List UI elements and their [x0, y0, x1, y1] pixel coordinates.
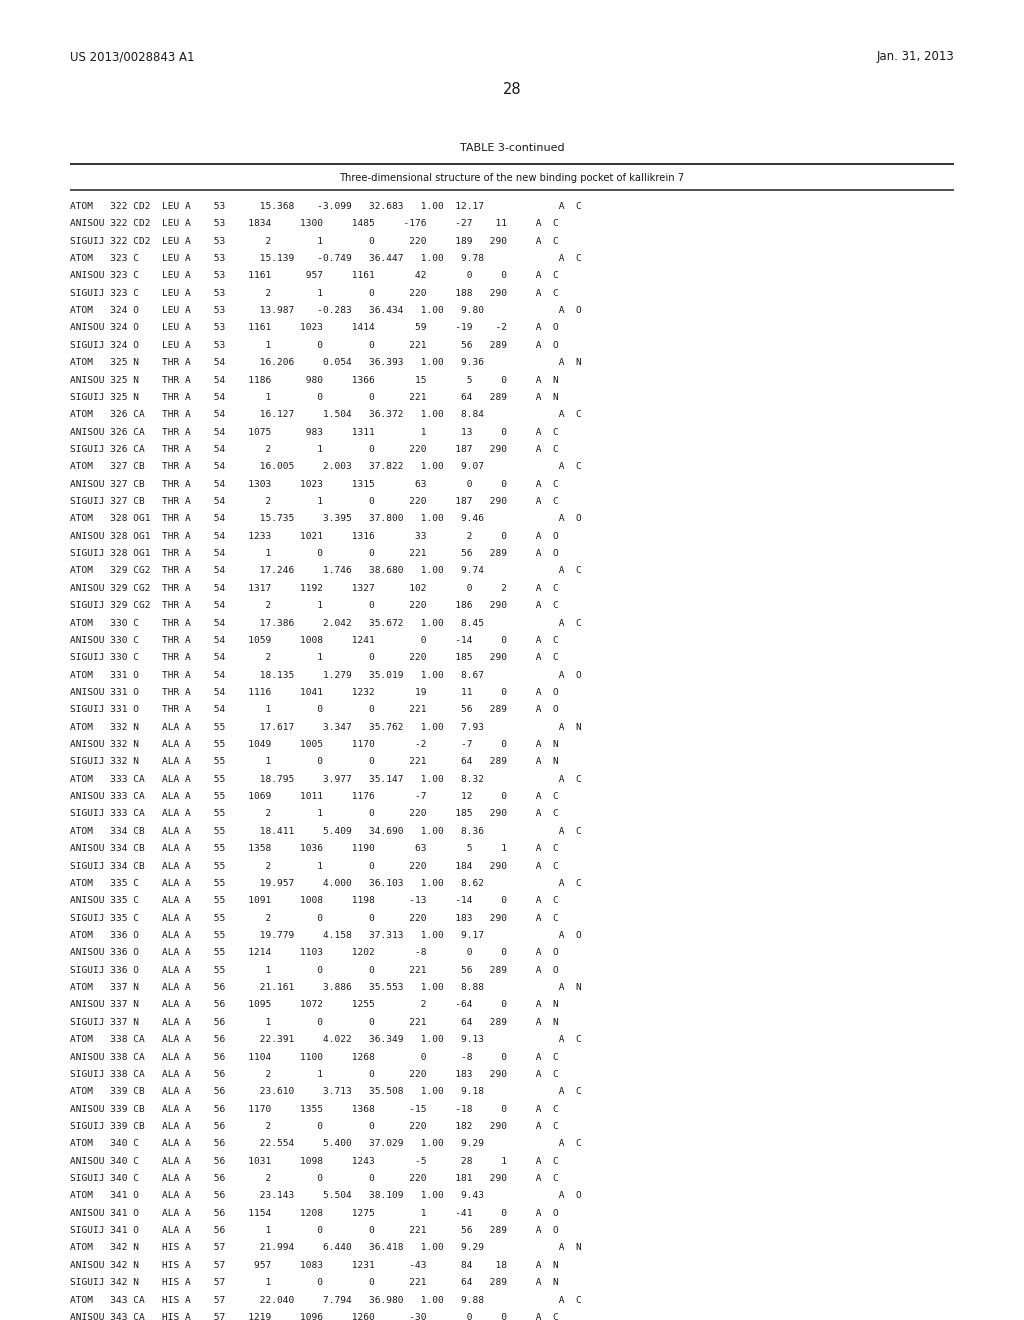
Text: ATOM   326 CA   THR A    54      16.127     1.504   36.372   1.00   8.84        : ATOM 326 CA THR A 54 16.127 1.504 36.372…	[70, 411, 582, 420]
Text: SIGUIJ 335 C    ALA A    55       2        0        0      220     183   290    : SIGUIJ 335 C ALA A 55 2 0 0 220 183 290	[70, 913, 558, 923]
Text: SIGUIJ 339 CB   ALA A    56       2        0        0      220     182   290    : SIGUIJ 339 CB ALA A 56 2 0 0 220 182 290	[70, 1122, 558, 1131]
Text: ATOM   332 N    ALA A    55      17.617     3.347   35.762   1.00   7.93        : ATOM 332 N ALA A 55 17.617 3.347 35.762 …	[70, 723, 582, 731]
Text: ATOM   324 O    LEU A    53      13.987    -0.283   36.434   1.00   9.80        : ATOM 324 O LEU A 53 13.987 -0.283 36.434…	[70, 306, 582, 315]
Text: ANISOU 336 O    ALA A    55    1214     1103     1202       -8       0     0    : ANISOU 336 O ALA A 55 1214 1103 1202 -8 …	[70, 948, 558, 957]
Text: ANISOU 322 CD2  LEU A    53    1834     1300     1485     -176     -27    11    : ANISOU 322 CD2 LEU A 53 1834 1300 1485 -…	[70, 219, 558, 228]
Text: SIGUIJ 328 OG1  THR A    54       1        0        0      221      56   289    : SIGUIJ 328 OG1 THR A 54 1 0 0 221 56 289	[70, 549, 558, 558]
Text: ANISOU 326 CA   THR A    54    1075      983     1311        1      13     0    : ANISOU 326 CA THR A 54 1075 983 1311 1 1…	[70, 428, 558, 437]
Text: SIGUIJ 333 CA   ALA A    55       2        1        0      220     185   290    : SIGUIJ 333 CA ALA A 55 2 1 0 220 185 290	[70, 809, 558, 818]
Text: ANISOU 333 CA   ALA A    55    1069     1011     1176       -7      12     0    : ANISOU 333 CA ALA A 55 1069 1011 1176 -7…	[70, 792, 558, 801]
Text: ATOM   341 O    ALA A    56      23.143     5.504   38.109   1.00   9.43        : ATOM 341 O ALA A 56 23.143 5.504 38.109 …	[70, 1192, 582, 1200]
Text: ATOM   335 C    ALA A    55      19.957     4.000   36.103   1.00   8.62        : ATOM 335 C ALA A 55 19.957 4.000 36.103 …	[70, 879, 582, 888]
Text: ATOM   327 CB   THR A    54      16.005     2.003   37.822   1.00   9.07        : ATOM 327 CB THR A 54 16.005 2.003 37.822…	[70, 462, 582, 471]
Text: US 2013/0028843 A1: US 2013/0028843 A1	[70, 50, 195, 63]
Text: SIGUIJ 331 O    THR A    54       1        0        0      221      56   289    : SIGUIJ 331 O THR A 54 1 0 0 221 56 289	[70, 705, 558, 714]
Text: SIGUIJ 324 O    LEU A    53       1        0        0      221      56   289    : SIGUIJ 324 O LEU A 53 1 0 0 221 56 289	[70, 341, 558, 350]
Text: SIGUIJ 326 CA   THR A    54       2        1        0      220     187   290    : SIGUIJ 326 CA THR A 54 2 1 0 220 187 290	[70, 445, 558, 454]
Text: ANISOU 331 O    THR A    54    1116     1041     1232       19      11     0    : ANISOU 331 O THR A 54 1116 1041 1232 19 …	[70, 688, 558, 697]
Text: ATOM   329 CG2  THR A    54      17.246     1.746   38.680   1.00   9.74        : ATOM 329 CG2 THR A 54 17.246 1.746 38.68…	[70, 566, 582, 576]
Text: ATOM   330 C    THR A    54      17.386     2.042   35.672   1.00   8.45        : ATOM 330 C THR A 54 17.386 2.042 35.672 …	[70, 619, 582, 627]
Text: ATOM   331 O    THR A    54      18.135     1.279   35.019   1.00   8.67        : ATOM 331 O THR A 54 18.135 1.279 35.019 …	[70, 671, 582, 680]
Text: SIGUIJ 325 N    THR A    54       1        0        0      221      64   289    : SIGUIJ 325 N THR A 54 1 0 0 221 64 289	[70, 393, 558, 401]
Text: ANISOU 335 C    ALA A    55    1091     1008     1198      -13     -14     0    : ANISOU 335 C ALA A 55 1091 1008 1198 -13…	[70, 896, 558, 906]
Text: ANISOU 337 N    ALA A    56    1095     1072     1255        2     -64     0    : ANISOU 337 N ALA A 56 1095 1072 1255 2 -…	[70, 1001, 558, 1010]
Text: ANISOU 329 CG2  THR A    54    1317     1192     1327      102       0     2    : ANISOU 329 CG2 THR A 54 1317 1192 1327 1…	[70, 583, 558, 593]
Text: ATOM   328 OG1  THR A    54      15.735     3.395   37.800   1.00   9.46        : ATOM 328 OG1 THR A 54 15.735 3.395 37.80…	[70, 515, 582, 524]
Text: ATOM   322 CD2  LEU A    53      15.368    -3.099   32.683   1.00  12.17        : ATOM 322 CD2 LEU A 53 15.368 -3.099 32.6…	[70, 202, 582, 211]
Text: ATOM   340 C    ALA A    56      22.554     5.400   37.029   1.00   9.29        : ATOM 340 C ALA A 56 22.554 5.400 37.029 …	[70, 1139, 582, 1148]
Text: SIGUIJ 330 C    THR A    54       2        1        0      220     185   290    : SIGUIJ 330 C THR A 54 2 1 0 220 185 290	[70, 653, 558, 663]
Text: ANISOU 338 CA   ALA A    56    1104     1100     1268        0      -8     0    : ANISOU 338 CA ALA A 56 1104 1100 1268 0 …	[70, 1052, 558, 1061]
Text: ATOM   325 N    THR A    54      16.206     0.054   36.393   1.00   9.36        : ATOM 325 N THR A 54 16.206 0.054 36.393 …	[70, 358, 582, 367]
Text: ANISOU 339 CB   ALA A    56    1170     1355     1368      -15     -18     0    : ANISOU 339 CB ALA A 56 1170 1355 1368 -1…	[70, 1105, 558, 1114]
Text: ANISOU 325 N    THR A    54    1186      980     1366       15       5     0    : ANISOU 325 N THR A 54 1186 980 1366 15 5…	[70, 375, 558, 384]
Text: ATOM   337 N    ALA A    56      21.161     3.886   35.553   1.00   8.88        : ATOM 337 N ALA A 56 21.161 3.886 35.553 …	[70, 983, 582, 993]
Text: SIGUIJ 327 CB   THR A    54       2        1        0      220     187   290    : SIGUIJ 327 CB THR A 54 2 1 0 220 187 290	[70, 498, 558, 506]
Text: TABLE 3-continued: TABLE 3-continued	[460, 143, 564, 153]
Text: SIGUIJ 342 N    HIS A    57       1        0        0      221      64   289    : SIGUIJ 342 N HIS A 57 1 0 0 221 64 289	[70, 1278, 558, 1287]
Text: SIGUIJ 332 N    ALA A    55       1        0        0      221      64   289    : SIGUIJ 332 N ALA A 55 1 0 0 221 64 289	[70, 758, 558, 767]
Text: ANISOU 341 O    ALA A    56    1154     1208     1275        1     -41     0    : ANISOU 341 O ALA A 56 1154 1208 1275 1 -…	[70, 1209, 558, 1218]
Text: SIGUIJ 329 CG2  THR A    54       2        1        0      220     186   290    : SIGUIJ 329 CG2 THR A 54 2 1 0 220 186 29…	[70, 601, 558, 610]
Text: Jan. 31, 2013: Jan. 31, 2013	[877, 50, 954, 63]
Text: 28: 28	[503, 82, 521, 96]
Text: ANISOU 334 CB   ALA A    55    1358     1036     1190       63       5     1    : ANISOU 334 CB ALA A 55 1358 1036 1190 63…	[70, 845, 558, 853]
Text: ANISOU 328 OG1  THR A    54    1233     1021     1316       33       2     0    : ANISOU 328 OG1 THR A 54 1233 1021 1316 3…	[70, 532, 558, 541]
Text: SIGUIJ 338 CA   ALA A    56       2        1        0      220     183   290    : SIGUIJ 338 CA ALA A 56 2 1 0 220 183 290	[70, 1069, 558, 1078]
Text: ANISOU 342 N    HIS A    57     957     1083     1231      -43      84    18    : ANISOU 342 N HIS A 57 957 1083 1231 -43 …	[70, 1261, 558, 1270]
Text: ANISOU 332 N    ALA A    55    1049     1005     1170       -2      -7     0    : ANISOU 332 N ALA A 55 1049 1005 1170 -2 …	[70, 741, 558, 748]
Text: SIGUIJ 337 N    ALA A    56       1        0        0      221      64   289    : SIGUIJ 337 N ALA A 56 1 0 0 221 64 289	[70, 1018, 558, 1027]
Text: SIGUIJ 323 C    LEU A    53       2        1        0      220     188   290    : SIGUIJ 323 C LEU A 53 2 1 0 220 188 290	[70, 289, 558, 298]
Text: ANISOU 323 C    LEU A    53    1161      957     1161       42       0     0    : ANISOU 323 C LEU A 53 1161 957 1161 42 0…	[70, 272, 558, 280]
Text: ATOM   338 CA   ALA A    56      22.391     4.022   36.349   1.00   9.13        : ATOM 338 CA ALA A 56 22.391 4.022 36.349…	[70, 1035, 582, 1044]
Text: ATOM   336 O    ALA A    55      19.779     4.158   37.313   1.00   9.17        : ATOM 336 O ALA A 55 19.779 4.158 37.313 …	[70, 931, 582, 940]
Text: SIGUIJ 322 CD2  LEU A    53       2        1        0      220     189   290    : SIGUIJ 322 CD2 LEU A 53 2 1 0 220 189 29…	[70, 236, 558, 246]
Text: ATOM   333 CA   ALA A    55      18.795     3.977   35.147   1.00   8.32        : ATOM 333 CA ALA A 55 18.795 3.977 35.147…	[70, 775, 582, 784]
Text: SIGUIJ 341 O    ALA A    56       1        0        0      221      56   289    : SIGUIJ 341 O ALA A 56 1 0 0 221 56 289	[70, 1226, 558, 1236]
Text: ATOM   334 CB   ALA A    55      18.411     5.409   34.690   1.00   8.36        : ATOM 334 CB ALA A 55 18.411 5.409 34.690…	[70, 826, 582, 836]
Text: SIGUIJ 334 CB   ALA A    55       2        1        0      220     184   290    : SIGUIJ 334 CB ALA A 55 2 1 0 220 184 290	[70, 862, 558, 871]
Text: ATOM   323 C    LEU A    53      15.139    -0.749   36.447   1.00   9.78        : ATOM 323 C LEU A 53 15.139 -0.749 36.447…	[70, 253, 582, 263]
Text: ATOM   339 CB   ALA A    56      23.610     3.713   35.508   1.00   9.18        : ATOM 339 CB ALA A 56 23.610 3.713 35.508…	[70, 1088, 582, 1096]
Text: ANISOU 324 O    LEU A    53    1161     1023     1414       59     -19    -2    : ANISOU 324 O LEU A 53 1161 1023 1414 59 …	[70, 323, 558, 333]
Text: ANISOU 327 CB   THR A    54    1303     1023     1315       63       0     0    : ANISOU 327 CB THR A 54 1303 1023 1315 63…	[70, 479, 558, 488]
Text: ANISOU 330 C    THR A    54    1059     1008     1241        0     -14     0    : ANISOU 330 C THR A 54 1059 1008 1241 0 -…	[70, 636, 558, 645]
Text: SIGUIJ 336 O    ALA A    55       1        0        0      221      56   289    : SIGUIJ 336 O ALA A 55 1 0 0 221 56 289	[70, 966, 558, 974]
Text: ATOM   342 N    HIS A    57      21.994     6.440   36.418   1.00   9.29        : ATOM 342 N HIS A 57 21.994 6.440 36.418 …	[70, 1243, 582, 1253]
Text: ANISOU 343 CA   HIS A    57    1219     1096     1260      -30       0     0    : ANISOU 343 CA HIS A 57 1219 1096 1260 -3…	[70, 1313, 558, 1320]
Text: ATOM   343 CA   HIS A    57      22.040     7.794   36.980   1.00   9.88        : ATOM 343 CA HIS A 57 22.040 7.794 36.980…	[70, 1295, 582, 1304]
Text: SIGUIJ 340 C    ALA A    56       2        0        0      220     181   290    : SIGUIJ 340 C ALA A 56 2 0 0 220 181 290	[70, 1173, 558, 1183]
Text: Three-dimensional structure of the new binding pocket of kallikrein 7: Three-dimensional structure of the new b…	[339, 173, 685, 183]
Text: ANISOU 340 C    ALA A    56    1031     1098     1243       -5      28     1    : ANISOU 340 C ALA A 56 1031 1098 1243 -5 …	[70, 1156, 558, 1166]
